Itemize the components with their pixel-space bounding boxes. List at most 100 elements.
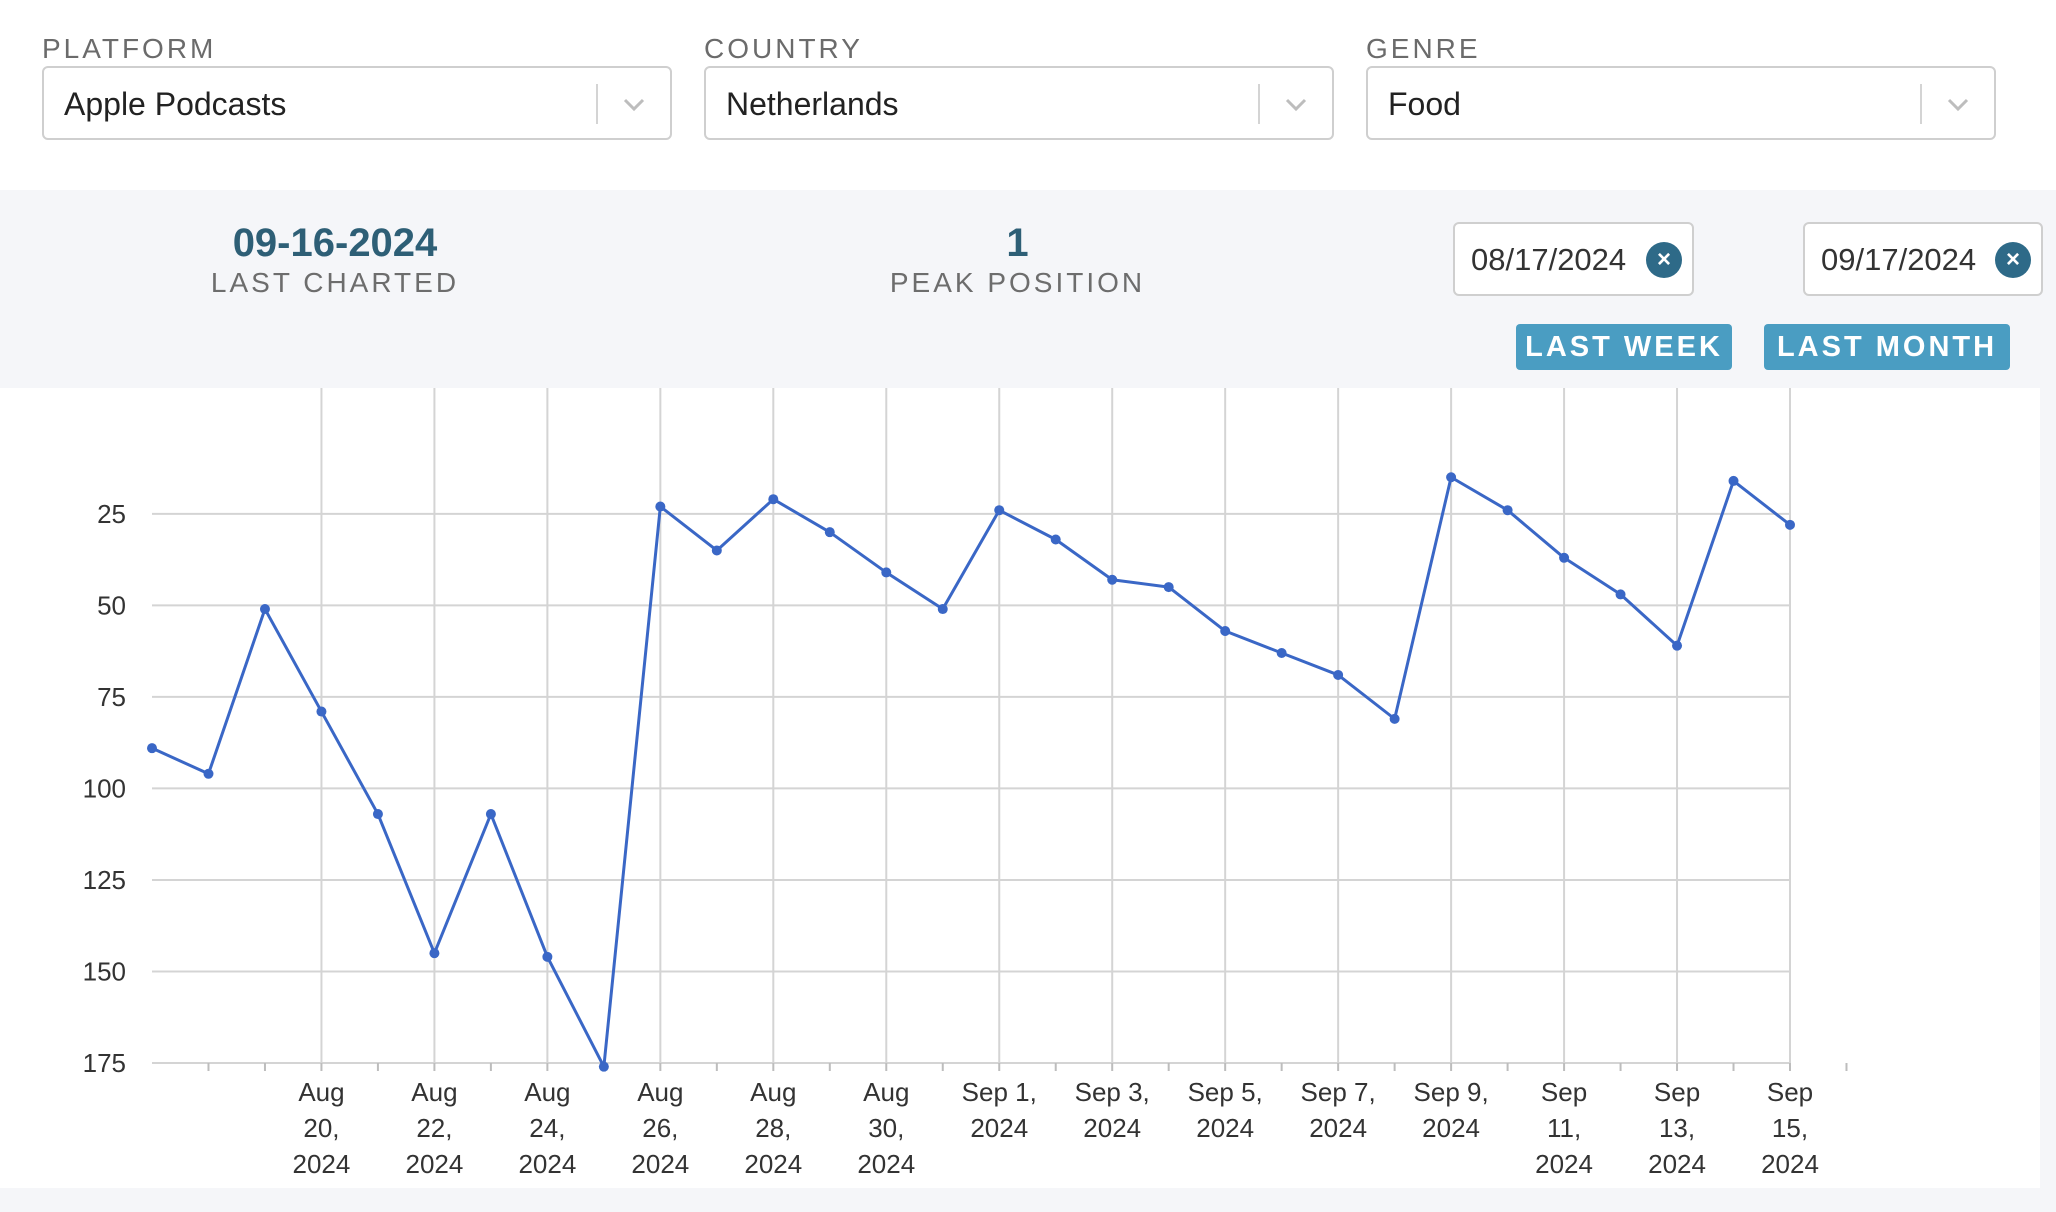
x-tick-label: 15, [1772,1113,1808,1143]
data-point [1502,505,1513,516]
x-tick-label: 2024 [1196,1113,1254,1143]
data-point [1615,589,1626,600]
last-charted-stat: 09-16-2024 LAST CHARTED [170,220,500,300]
clear-end-date-icon[interactable]: × [1995,242,2031,278]
data-point [994,505,1005,516]
platform-value: Apple Podcasts [64,86,287,122]
page-gutter [2040,388,2056,1212]
last-month-button[interactable]: LAST MONTH [1764,324,2010,370]
country-value: Netherlands [726,86,899,122]
x-tick-label: Aug [411,1077,457,1107]
x-tick-label: Aug [298,1077,344,1107]
x-tick-label: Sep 3, [1075,1077,1150,1107]
data-point [1220,626,1231,637]
select-separator [1920,84,1922,124]
x-tick-label: 13, [1659,1113,1695,1143]
x-tick-label: Aug [863,1077,909,1107]
data-point [147,743,157,754]
platform-select[interactable]: Apple Podcasts [42,66,672,140]
chevron-down-icon[interactable] [620,90,648,118]
data-point [1276,647,1287,658]
last-charted-value: 09-16-2024 [232,221,438,265]
genre-filter: GENRE Food [1366,32,1996,140]
start-date-input[interactable]: 08/17/2024 × [1453,222,1694,296]
x-tick-label: 2024 [1422,1113,1480,1143]
x-tick-label: 2024 [970,1113,1028,1143]
y-tick-label: 75 [97,682,126,712]
data-point [542,951,553,962]
data-point [316,706,327,717]
x-tick-label: Aug [750,1077,796,1107]
genre-select[interactable]: Food [1366,66,1996,140]
x-tick-label: Sep [1767,1077,1813,1107]
platform-label: PLATFORM [42,33,217,64]
country-filter: COUNTRY Netherlands [704,32,1334,140]
page-footer-strip [0,1188,2056,1212]
peak-position-value: 1 [1006,221,1029,265]
filter-bar: PLATFORM Apple Podcasts COUNTRY Netherla… [0,0,2056,190]
x-tick-label: 2024 [744,1149,802,1179]
x-tick-label: 26, [642,1113,678,1143]
x-tick-label: 2024 [1083,1113,1141,1143]
x-tick-label: Sep [1654,1077,1700,1107]
data-point [372,809,383,820]
x-tick-label: 24, [529,1113,565,1143]
data-point [429,948,440,959]
genre-value: Food [1388,86,1461,122]
y-tick-label: 50 [97,590,126,620]
x-tick-label: 2024 [293,1149,351,1179]
data-point [768,494,779,505]
chevron-down-icon[interactable] [1944,90,1972,118]
y-tick-label: 100 [83,773,126,803]
x-tick-label: 2024 [857,1149,915,1179]
data-point [1389,713,1400,724]
data-point [203,768,214,779]
country-label: COUNTRY [704,33,863,64]
last-week-button[interactable]: LAST WEEK [1516,324,1732,370]
x-tick-label: 2024 [405,1149,463,1179]
x-tick-label: 2024 [631,1149,689,1179]
x-tick-label: 2024 [1648,1149,1706,1179]
y-tick-label: 125 [83,865,126,895]
x-tick-label: 2024 [518,1149,576,1179]
x-tick-label: Aug [637,1077,683,1107]
data-point [937,604,948,615]
chart-rank-over-time: 25 50 75 100 125 150 175 Aug 20, 2024 Aug 22, 2024 Au… [83,388,1848,1179]
chevron-down-icon[interactable] [1282,90,1310,118]
end-date-value: 09/17/2024 [1821,242,1977,277]
data-point [485,809,496,820]
y-tick-label: 25 [97,499,126,529]
data-point [1672,640,1683,651]
data-point [1728,475,1739,486]
x-tick-label: Aug [524,1077,570,1107]
platform-filter: PLATFORM Apple Podcasts [42,32,672,140]
end-date-input[interactable]: 09/17/2024 × [1803,222,2043,296]
peak-position-stat: 1 PEAK POSITION [850,220,1185,300]
select-separator [1258,84,1260,124]
data-point [824,527,835,538]
last-charted-label: LAST CHARTED [210,267,460,298]
chart-area: 25 50 75 100 125 150 175 Aug 20, 2024 Aug 22, 2024 Au… [0,388,2040,1188]
x-tick-label: 2024 [1535,1149,1593,1179]
y-tick-label: 150 [83,956,126,986]
genre-label: GENRE [1366,33,1481,64]
country-select[interactable]: Netherlands [704,66,1334,140]
data-point [1163,582,1174,593]
x-tick-label: Sep 1, [962,1077,1037,1107]
data-point [711,545,722,556]
x-tick-label: 20, [303,1113,339,1143]
clear-start-date-icon[interactable]: × [1646,242,1682,278]
data-point [655,501,666,512]
peak-position-label: PEAK POSITION [889,267,1146,298]
data-point [881,567,892,578]
x-tick-label: 2024 [1761,1149,1819,1179]
x-tick-label: 11, [1547,1113,1581,1143]
summary-panel: 09-16-2024 LAST CHARTED 1 PEAK POSITION … [0,190,2056,388]
series-line [151,475,1791,1069]
x-tick-label: 2024 [1309,1113,1367,1143]
x-tick-label: Sep [1541,1077,1587,1107]
x-tick-label: 28, [755,1113,791,1143]
x-tick-label: Sep 5, [1188,1077,1263,1107]
start-date-value: 08/17/2024 [1471,242,1627,277]
data-point [1050,534,1061,545]
